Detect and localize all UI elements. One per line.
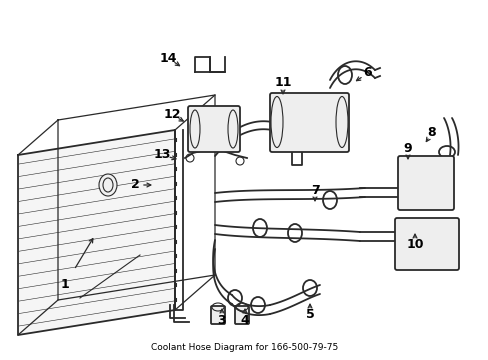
Text: 2: 2 — [130, 179, 139, 192]
Text: 4: 4 — [240, 314, 249, 327]
Text: 13: 13 — [153, 148, 170, 162]
Text: 11: 11 — [274, 77, 291, 90]
FancyBboxPatch shape — [235, 306, 248, 324]
FancyBboxPatch shape — [210, 306, 224, 324]
Text: 7: 7 — [310, 184, 319, 197]
Text: 5: 5 — [305, 309, 314, 321]
FancyBboxPatch shape — [397, 156, 453, 210]
FancyBboxPatch shape — [394, 218, 458, 270]
Polygon shape — [18, 130, 175, 335]
Text: 6: 6 — [363, 67, 371, 80]
Text: 14: 14 — [159, 51, 176, 64]
Text: 9: 9 — [403, 141, 411, 154]
Text: 10: 10 — [406, 238, 423, 252]
Text: 8: 8 — [427, 126, 435, 139]
Ellipse shape — [99, 174, 117, 196]
Text: 1: 1 — [61, 279, 69, 292]
Text: 12: 12 — [163, 108, 181, 122]
FancyBboxPatch shape — [269, 93, 348, 152]
Text: 3: 3 — [217, 314, 226, 327]
FancyBboxPatch shape — [187, 106, 240, 152]
Text: Coolant Hose Diagram for 166-500-79-75: Coolant Hose Diagram for 166-500-79-75 — [151, 343, 337, 352]
